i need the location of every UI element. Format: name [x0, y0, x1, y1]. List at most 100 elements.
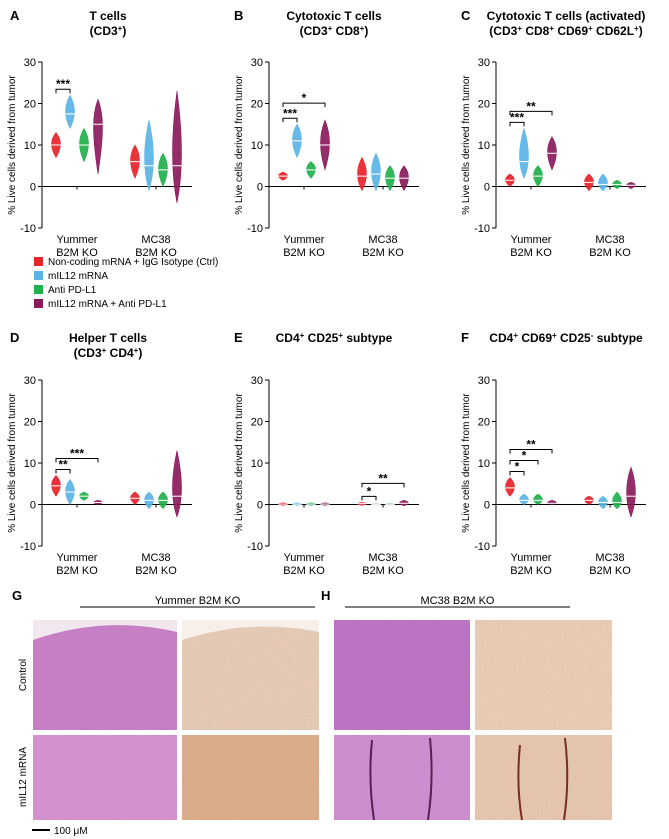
- x-group-label: Yummer: [511, 552, 552, 564]
- text-part: CD4: [489, 331, 513, 345]
- significance-label: ***: [70, 446, 84, 460]
- y-tick-label: -10: [247, 223, 263, 235]
- y-tick-label: 30: [251, 57, 263, 69]
- text-part: +: [549, 24, 554, 33]
- text-part: CD4: [106, 346, 134, 360]
- row-label: mIL12 mRNA: [18, 747, 29, 807]
- text-part: +: [118, 24, 123, 33]
- chart-title-line: T cells: [89, 9, 127, 23]
- text-part: +: [328, 24, 333, 33]
- tissue-fold: [517, 744, 523, 821]
- significance-label: ***: [56, 77, 70, 91]
- chart-title-line: (CD3+): [90, 24, 127, 39]
- violin-il12: [144, 120, 154, 192]
- violin-pdl1: [612, 491, 622, 510]
- chart-title-line: (CD3+ CD8+): [300, 24, 369, 39]
- y-tick-label: 30: [478, 375, 490, 387]
- violin-pdl1: [533, 493, 543, 505]
- cd3-mc38-il12-texture: [475, 735, 612, 820]
- y-axis-label: % Live cells derived from tumor: [234, 75, 245, 215]
- violin-il12: [519, 127, 529, 179]
- y-tick-label: 0: [484, 182, 490, 194]
- y-tick-label: -10: [20, 541, 36, 553]
- y-tick-label: 20: [478, 417, 490, 429]
- panel-letter: D: [10, 330, 19, 345]
- y-tick-label: 20: [24, 417, 36, 429]
- legend-label: Anti PD-L1: [48, 285, 97, 296]
- text-part: CD8: [332, 24, 360, 38]
- y-tick-label: 0: [484, 500, 490, 512]
- violin-combo: [172, 450, 182, 518]
- violin-combo: [547, 500, 557, 505]
- legend: Non-coding mRNA + IgG Isotype (Ctrl) mIL1…: [34, 257, 218, 310]
- x-group-label: Yummer: [284, 234, 325, 246]
- violin-il12: [371, 152, 381, 192]
- x-group-label: B2M KO: [589, 565, 631, 577]
- x-group-label: MC38: [141, 552, 170, 564]
- y-tick-label: -10: [474, 541, 490, 553]
- chart-panel-b: B Cytotoxic T cells(CD3+ CD8+)-100102030%…: [234, 8, 419, 259]
- y-tick-label: -10: [474, 223, 490, 235]
- text-part: ): [364, 24, 368, 38]
- text-part: +: [338, 331, 343, 340]
- panel-letter: C: [461, 8, 471, 23]
- text-part: CD25: [304, 331, 338, 345]
- histology-header: Yummer B2M KO: [155, 595, 241, 607]
- text-part: subtype: [593, 331, 643, 345]
- legend-swatch: [34, 299, 43, 308]
- x-group-label: B2M KO: [135, 247, 177, 259]
- text-part: Cytotoxic T cells: [286, 9, 382, 23]
- tissue-fold: [369, 739, 375, 821]
- text-part: +: [102, 346, 107, 355]
- significance-label: **: [526, 99, 536, 113]
- panel-letter: G: [12, 588, 22, 603]
- chart-title-line: Cytotoxic T cells: [286, 9, 382, 23]
- tissue-edge: [33, 620, 177, 640]
- he-mc38-control-texture: [334, 620, 470, 730]
- cd3-mc38-control-texture: [475, 620, 612, 730]
- panel-letter: E: [234, 330, 243, 345]
- chart-panel-a: A T cells(CD3+) -10 0 10 20 30 % Live cells der…: [7, 8, 192, 259]
- text-part: +: [513, 331, 518, 340]
- y-tick-label: 30: [251, 375, 263, 387]
- y-tick-label: 20: [251, 417, 263, 429]
- significance-label: *: [302, 91, 307, 105]
- y-tick-label: 0: [30, 182, 36, 194]
- text-part: (CD3: [489, 24, 517, 38]
- tissue-edge: [182, 620, 319, 640]
- panel-letter: H: [321, 588, 330, 603]
- x-group-label: Yummer: [57, 234, 98, 246]
- text-part: +: [300, 331, 305, 340]
- significance-label: **: [526, 438, 536, 452]
- text-part: ): [122, 24, 126, 38]
- significance-bracket: [55, 457, 99, 463]
- chart-panel-c: C Cytotoxic T cells (activated)(CD3+ CD8+…: [461, 8, 646, 259]
- y-tick-label: -10: [247, 541, 263, 553]
- text-part: (CD3: [74, 346, 102, 360]
- cd3-yummer-control-texture: [182, 620, 319, 730]
- text-part: +: [517, 24, 522, 33]
- y-tick-label: 30: [24, 375, 36, 387]
- significance-bracket: [55, 88, 71, 94]
- text-part: ): [138, 346, 142, 360]
- legend-label: mIL12 mRNA: [48, 271, 108, 282]
- he-yummer-control-texture: [33, 620, 177, 730]
- text-part: +: [634, 24, 639, 33]
- violin-combo: [626, 466, 636, 518]
- x-group-label: Yummer: [284, 552, 325, 564]
- y-tick-label: 0: [257, 500, 263, 512]
- legend-label: mIL12 mRNA + Anti PD-L1: [48, 299, 167, 310]
- chart-title-line: Cytotoxic T cells (activated): [487, 9, 646, 23]
- significance-label: *: [515, 460, 520, 474]
- violin-il12: [65, 94, 75, 130]
- y-tick-label: 30: [24, 57, 36, 69]
- text-part: +: [360, 24, 365, 33]
- he-yummer-il12-texture: [33, 735, 177, 820]
- scale-bar-label: 100 μM: [54, 826, 88, 837]
- x-group-label: B2M KO: [283, 247, 325, 259]
- x-group-label: B2M KO: [362, 247, 404, 259]
- chart-title-line: (CD3+ CD8+ CD69+ CD62L+): [489, 24, 642, 39]
- violin-il12: [519, 493, 529, 505]
